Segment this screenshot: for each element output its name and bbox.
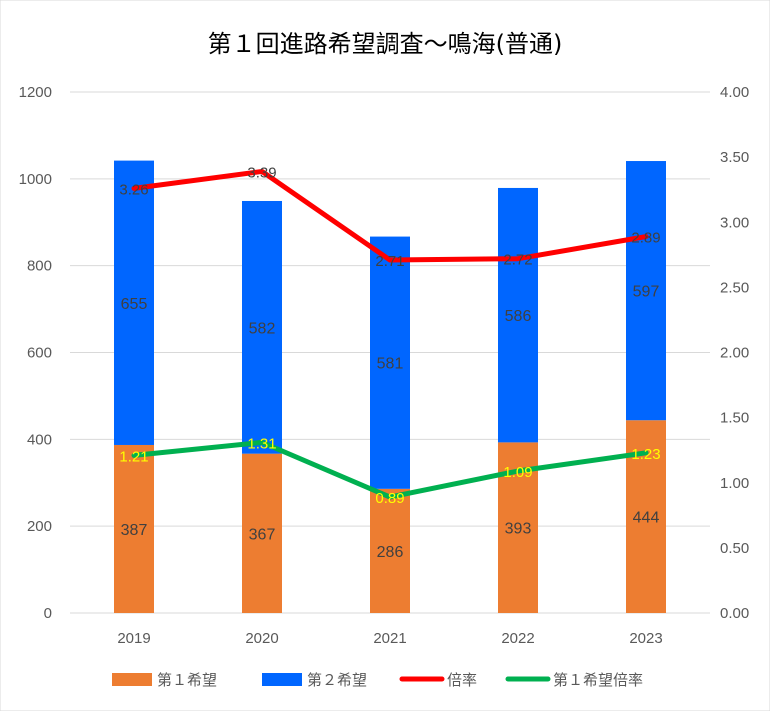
x-axis-tick-label: 2021 <box>373 630 406 647</box>
right-axis-tick-label: 0.50 <box>720 540 749 557</box>
left-axis-tick-label: 600 <box>27 345 52 362</box>
bar <box>114 444 154 613</box>
right-axis-tick-label: 3.00 <box>720 214 749 231</box>
bar <box>370 488 410 613</box>
line-data-label: 2.71 <box>375 253 404 270</box>
bar-data-label: 444 <box>633 510 660 527</box>
line-point <box>645 235 647 238</box>
legend-swatch <box>112 673 152 686</box>
right-axis-tick-label: 2.00 <box>720 345 749 362</box>
left-axis-tick-label: 0 <box>44 605 52 622</box>
chart-title: 第１回進路希望調査～鳴海(普通) <box>208 30 563 58</box>
x-axis-tick-label: 2019 <box>117 630 150 647</box>
bars <box>114 160 666 613</box>
lines <box>131 168 649 500</box>
bar <box>242 200 282 454</box>
legend-swatch <box>262 673 302 686</box>
line-point <box>261 170 263 173</box>
right-axis-tick-label: 1.00 <box>720 475 749 492</box>
line-data-label: 0.89 <box>375 490 404 507</box>
left-axis-tick-label: 200 <box>27 518 52 535</box>
left-axis-tick-label: 400 <box>27 431 52 448</box>
bar-data-label: 581 <box>377 356 404 373</box>
left-axis-tick-label: 1000 <box>19 171 52 188</box>
bar-data-label: 367 <box>249 526 276 543</box>
bar-data-label: 655 <box>121 296 148 313</box>
bar-data-label: 597 <box>633 284 660 301</box>
line-point <box>517 257 519 260</box>
line-data-label: 3.39 <box>247 164 276 181</box>
bar <box>242 453 282 613</box>
legend-label: 倍率 <box>447 671 477 689</box>
line-data-label: 2.72 <box>503 252 532 269</box>
bar <box>370 236 410 489</box>
line-point <box>645 451 647 454</box>
legend-label: 第１希望倍率 <box>553 671 643 689</box>
left-axis-tick-label: 800 <box>27 258 52 275</box>
x-axis-tick-label: 2022 <box>501 630 534 647</box>
right-axis-tick-label: 2.50 <box>720 279 749 296</box>
bar-data-label: 387 <box>121 522 148 539</box>
line-data-label: 1.09 <box>503 464 532 481</box>
line-data-label: 1.31 <box>247 435 276 452</box>
x-axis-tick-label: 2023 <box>629 630 662 647</box>
line-point <box>389 259 391 262</box>
line-data-label: 2.89 <box>631 230 660 247</box>
line-point <box>389 496 391 499</box>
right-axis-tick-label: 0.00 <box>720 605 749 622</box>
line-data-label: 3.26 <box>119 181 148 198</box>
legend-label: 第１希望 <box>157 671 217 689</box>
line-data-label: 1.23 <box>631 446 660 463</box>
data-labels: 387 655 367 582 286 581 393 586 444 597 3.26 3.39 2.… <box>119 164 660 560</box>
bar-data-label: 286 <box>377 544 404 561</box>
right-axis-tick-label: 3.50 <box>720 149 749 166</box>
line-point <box>133 187 135 190</box>
bar-data-label: 582 <box>249 320 276 337</box>
axes: 0 200 400 600 800 1000 1200 0.00 0.50 1.00 1.50 2.0… <box>19 84 750 647</box>
left-axis-tick-label: 1200 <box>19 84 52 101</box>
legend: 第１希望 第２希望 倍率 第１希望倍率 <box>112 671 643 689</box>
bar <box>498 187 538 443</box>
bar <box>114 160 154 445</box>
right-axis-tick-label: 1.50 <box>720 410 749 427</box>
line-point <box>133 454 135 457</box>
line-point <box>517 470 519 473</box>
line-point <box>261 441 263 444</box>
bar <box>626 161 666 421</box>
legend-label: 第２希望 <box>307 671 367 689</box>
x-axis-tick-label: 2020 <box>245 630 278 647</box>
bar-data-label: 586 <box>505 308 532 325</box>
bar-data-label: 393 <box>505 521 532 538</box>
line-data-label: 1.21 <box>119 448 148 465</box>
right-axis-tick-label: 4.00 <box>720 84 749 101</box>
